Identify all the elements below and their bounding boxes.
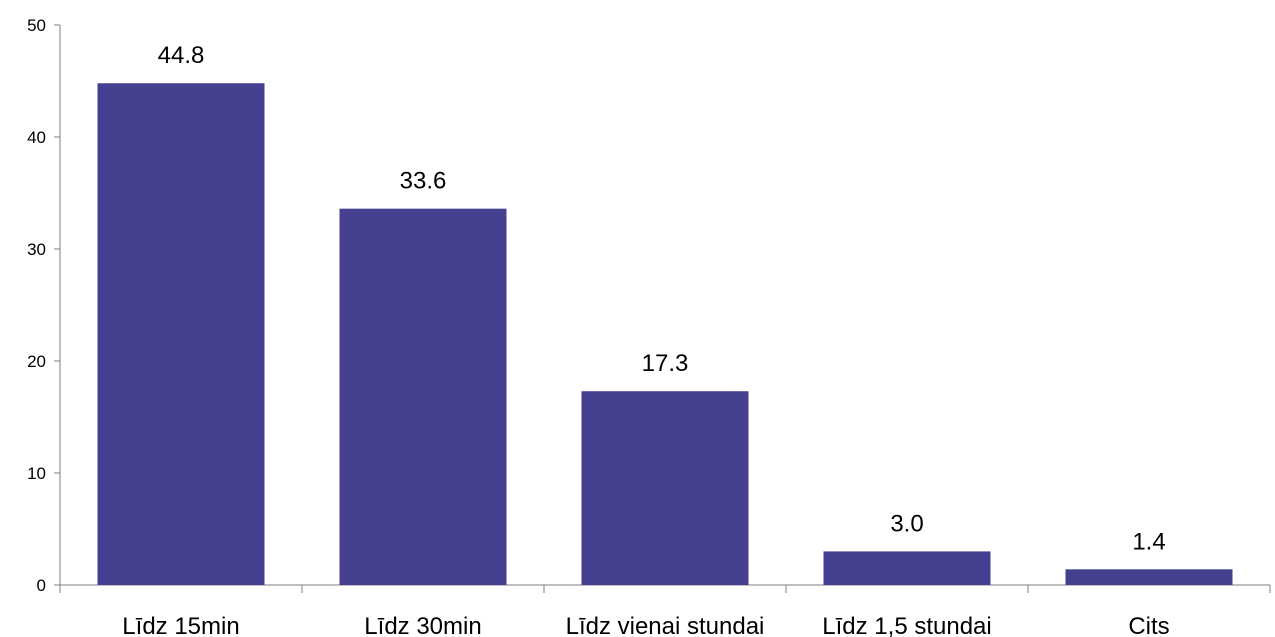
- bar: [823, 551, 991, 585]
- bar: [581, 391, 749, 585]
- x-category-label: Līdz 30min: [364, 613, 481, 637]
- bar-value-label: 3.0: [890, 510, 923, 537]
- bar: [97, 83, 265, 586]
- bar-value-label: 44.8: [158, 42, 205, 69]
- bar-value-label: 1.4: [1132, 528, 1165, 555]
- x-ticks: Līdz 15min Līdz 30min Līdz vienai stundai L…: [59, 585, 1271, 637]
- bar-value-label: 33.6: [400, 168, 447, 195]
- y-tick-label: 10: [27, 464, 46, 483]
- x-category-label: Līdz 15min: [122, 613, 239, 637]
- bar: [1065, 569, 1233, 585]
- y-ticks: 0 10 20 30 40 50: [27, 16, 60, 595]
- bar: [339, 208, 507, 585]
- bars: [97, 83, 1233, 586]
- data-labels: 44.8 33.6 17.3 3.0 1.4: [158, 42, 1166, 555]
- y-tick-label: 50: [27, 16, 46, 35]
- x-category-label: Līdz 1,5 stundai: [822, 613, 991, 637]
- y-tick-label: 20: [27, 352, 46, 371]
- y-tick-label: 30: [27, 240, 46, 259]
- bar-value-label: 17.3: [642, 350, 689, 377]
- y-tick-label: 0: [37, 576, 46, 595]
- x-category-label: Līdz vienai stundai: [566, 613, 765, 637]
- y-tick-label: 40: [27, 128, 46, 147]
- x-category-label: Cits: [1128, 613, 1169, 637]
